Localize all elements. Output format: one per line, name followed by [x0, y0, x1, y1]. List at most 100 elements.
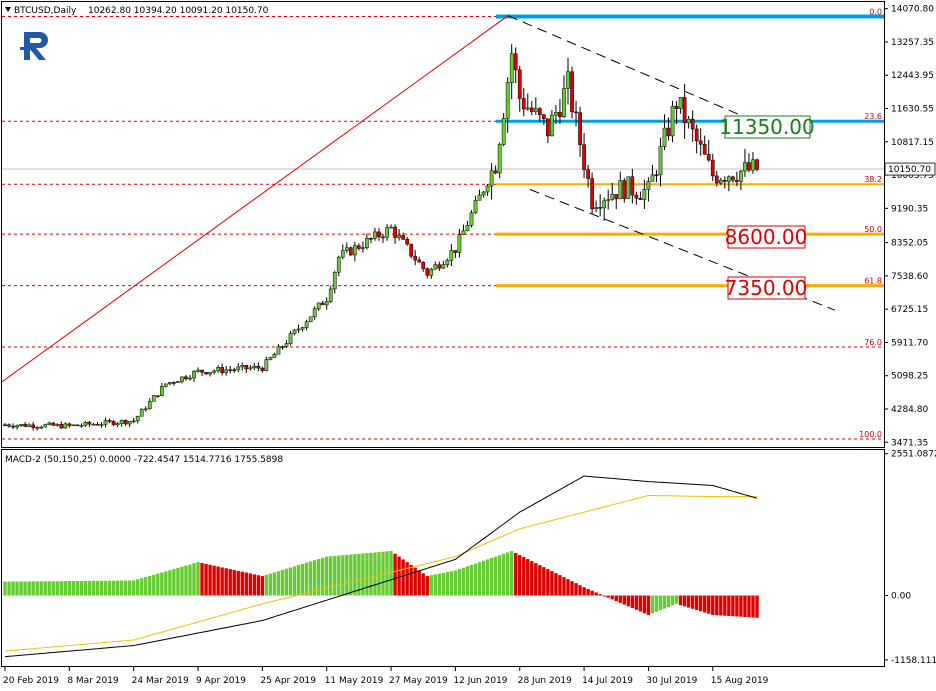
candles-layer [3, 44, 759, 431]
macd-histogram-bar [333, 555, 337, 596]
candle-body [236, 366, 241, 371]
candle-body [401, 235, 405, 240]
macd-histogram-bar [703, 595, 707, 613]
candle-body [300, 327, 305, 330]
macd-histogram-bar [256, 575, 261, 596]
candle-body [103, 420, 108, 425]
macd-histogram-bar [79, 580, 84, 596]
macd-histogram-bar [449, 571, 454, 596]
macd-histogram-bar [674, 595, 679, 604]
candle-body [35, 427, 40, 429]
candle-body [533, 108, 538, 112]
macd-histogram-bar [107, 580, 112, 596]
macd-histogram-bar [59, 581, 63, 596]
price-tick-label: 5911.70 [891, 338, 928, 348]
candle-body [91, 423, 96, 426]
candle-body [256, 365, 261, 369]
macd-histogram-bar [11, 581, 15, 596]
macd-histogram-bar [216, 566, 220, 596]
macd-histogram-bar [505, 552, 510, 596]
macd-histogram-bar [538, 565, 542, 596]
fib-level-label: 76.0 [864, 338, 882, 347]
macd-histogram-bar [566, 579, 570, 596]
candle-body [529, 107, 534, 112]
candle-body [385, 227, 389, 238]
macd-layer [3, 475, 759, 658]
candle-body [155, 395, 160, 397]
candle-body [369, 238, 373, 240]
candle-body [365, 238, 369, 248]
candle-body [694, 128, 699, 142]
price-panel [1, 1, 885, 448]
macd-histogram-bar [751, 595, 755, 618]
candle-body [425, 268, 430, 276]
candle-body [119, 420, 124, 424]
candle-body [702, 144, 707, 155]
candle-body [280, 346, 285, 348]
macd-histogram-bar [268, 573, 273, 596]
candle-body [336, 256, 341, 273]
candle-body [718, 179, 723, 184]
macd-histogram-bar [19, 581, 23, 596]
price-tick-label: 4284.80 [891, 405, 928, 415]
macd-histogram-bar [606, 595, 610, 598]
macd-histogram-bar [409, 564, 413, 596]
macd-histogram-bar [55, 581, 59, 596]
candle-body [445, 260, 450, 265]
macd-histogram-bar [361, 553, 365, 596]
macd-histogram-bar [602, 595, 606, 597]
candle-body [598, 207, 603, 209]
candle-body [192, 371, 196, 379]
macd-histogram-bar [658, 595, 663, 611]
price-tick-label: 6725.15 [891, 305, 928, 315]
macd-histogram-bar [369, 552, 373, 596]
macd-main-line [4, 475, 758, 658]
candle-body [304, 321, 309, 328]
candle-body [493, 170, 498, 174]
candle-body [328, 288, 333, 302]
macd-histogram-bar [441, 572, 446, 596]
macd-histogram-bar [469, 564, 474, 596]
macd-histogram-bar [115, 580, 120, 596]
macd-histogram-bar [630, 595, 635, 609]
candle-body [521, 98, 526, 110]
candle-body [23, 423, 27, 427]
macd-histogram-bar [304, 562, 309, 596]
fib-level-label: 100.0 [859, 430, 882, 439]
macd-histogram-bar [300, 563, 305, 596]
candle-body [602, 200, 607, 209]
macd-histogram-bar [67, 581, 72, 596]
candle-body [554, 112, 558, 116]
macd-histogram-bar [711, 595, 715, 615]
macd-histogram-bar [63, 581, 68, 596]
macd-histogram-bar [224, 568, 228, 596]
candle-body [606, 199, 611, 202]
macd-histogram-bar [15, 581, 19, 596]
candle-body [485, 185, 490, 193]
macd-histogram-bar [27, 581, 31, 596]
candle-body [618, 180, 623, 200]
macd-histogram-bar [71, 581, 76, 596]
macd-histogram-bar [345, 554, 349, 596]
macd-histogram-bar [349, 554, 353, 596]
macd-histogram-bar [530, 561, 534, 596]
macd-histogram-bar [180, 566, 184, 596]
macd-histogram-bar [232, 569, 236, 596]
candle-body [546, 118, 550, 137]
macd-histogram-bar [646, 595, 651, 615]
date-tick-label: 24 Mar 2019 [132, 676, 189, 686]
candle-body [188, 377, 192, 380]
candle-body [87, 421, 92, 425]
date-tick-label: 11 May 2019 [325, 676, 384, 686]
macd-histogram-bar [485, 559, 490, 596]
macd-histogram-bar [280, 569, 285, 596]
candle-body [15, 425, 19, 428]
candle-body [99, 424, 104, 426]
dropdown-triangle-icon[interactable] [5, 7, 11, 12]
symbol-label: BTCUSD,Daily [14, 6, 77, 16]
level-label-8600: 8600.00 [725, 225, 808, 249]
candle-body [381, 236, 385, 239]
macd-histogram-bar [501, 553, 506, 596]
macd-histogram-bar [365, 553, 369, 596]
